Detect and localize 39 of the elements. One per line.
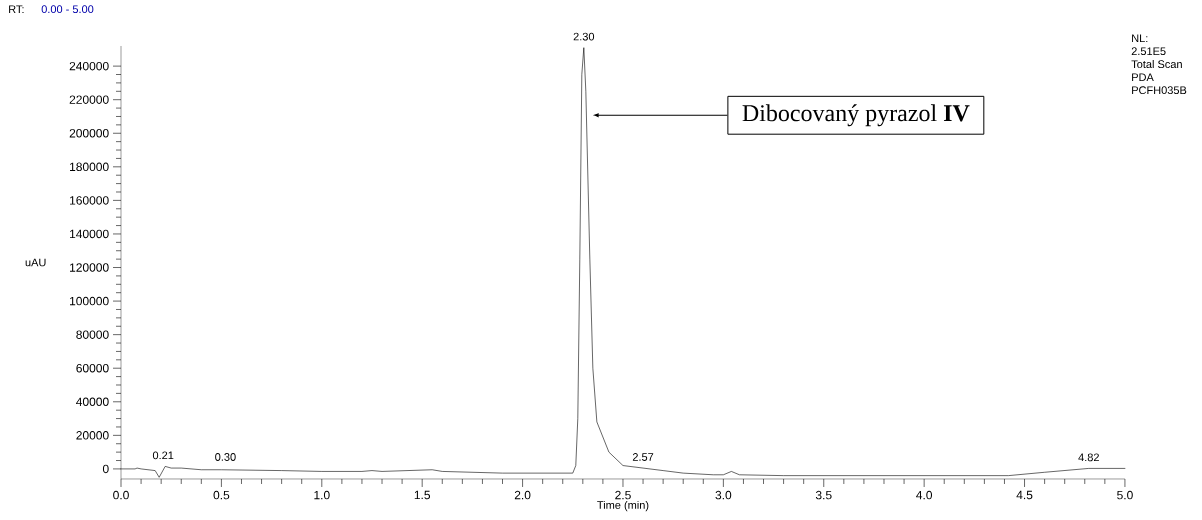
x-tick-label: 0.5: [213, 490, 230, 500]
x-tick-label: 4.0: [916, 490, 933, 500]
x-tick-label: 2.5: [615, 490, 631, 500]
y-tick-label: 180000: [70, 162, 109, 172]
y-tick-label: 100000: [70, 296, 109, 306]
x-tick-label: 4.5: [1016, 490, 1033, 500]
y-tick-label: 160000: [70, 196, 109, 205]
x-tick-label: 3.5: [815, 490, 832, 500]
text: NL:: [1132, 34, 1148, 42]
y-tick-label: 60000: [76, 363, 109, 373]
y-tick-label: 80000: [76, 330, 109, 339]
text: PDA: [1132, 73, 1154, 81]
y-tick-label: 120000: [70, 263, 109, 272]
y-tick-label: 40000: [76, 397, 109, 407]
y-tick-label: 20000: [76, 431, 109, 440]
chart-subtitle: 0.00 - 5.00: [41, 5, 94, 14]
y-tick-label: 200000: [69, 129, 109, 138]
x-axis-title: Time (min): [597, 500, 649, 512]
x-tick-label: 5.0: [1117, 490, 1133, 500]
annotation: 2.57: [632, 453, 654, 461]
text: Total Scan: [1131, 60, 1182, 69]
y-axis-title: uAU: [25, 258, 46, 267]
annotation: 4.82: [1078, 453, 1099, 462]
y-tick-label: 240000: [69, 61, 109, 71]
x-tick-label: 0.0: [113, 490, 129, 500]
text: PCFH035B: [1132, 86, 1187, 95]
y-tick-label: 140000: [70, 229, 109, 239]
y-tick-label: 0: [102, 464, 109, 474]
annotation: 2.30: [573, 32, 595, 41]
x-tick-label: 3.0: [715, 490, 732, 500]
annotation: Dibocovaný pyrazol IV: [742, 104, 970, 127]
annotation: 0.21: [152, 451, 174, 460]
y-tick-label: 220000: [69, 95, 109, 104]
annotation: 0.30: [215, 453, 236, 461]
text: 2.51E5: [1131, 47, 1166, 56]
x-tick-label: 1.0: [314, 490, 330, 500]
x-tick-label: 1.5: [414, 490, 431, 500]
x-tick-label: 2.0: [514, 490, 531, 500]
text: RT:: [9, 5, 24, 13]
